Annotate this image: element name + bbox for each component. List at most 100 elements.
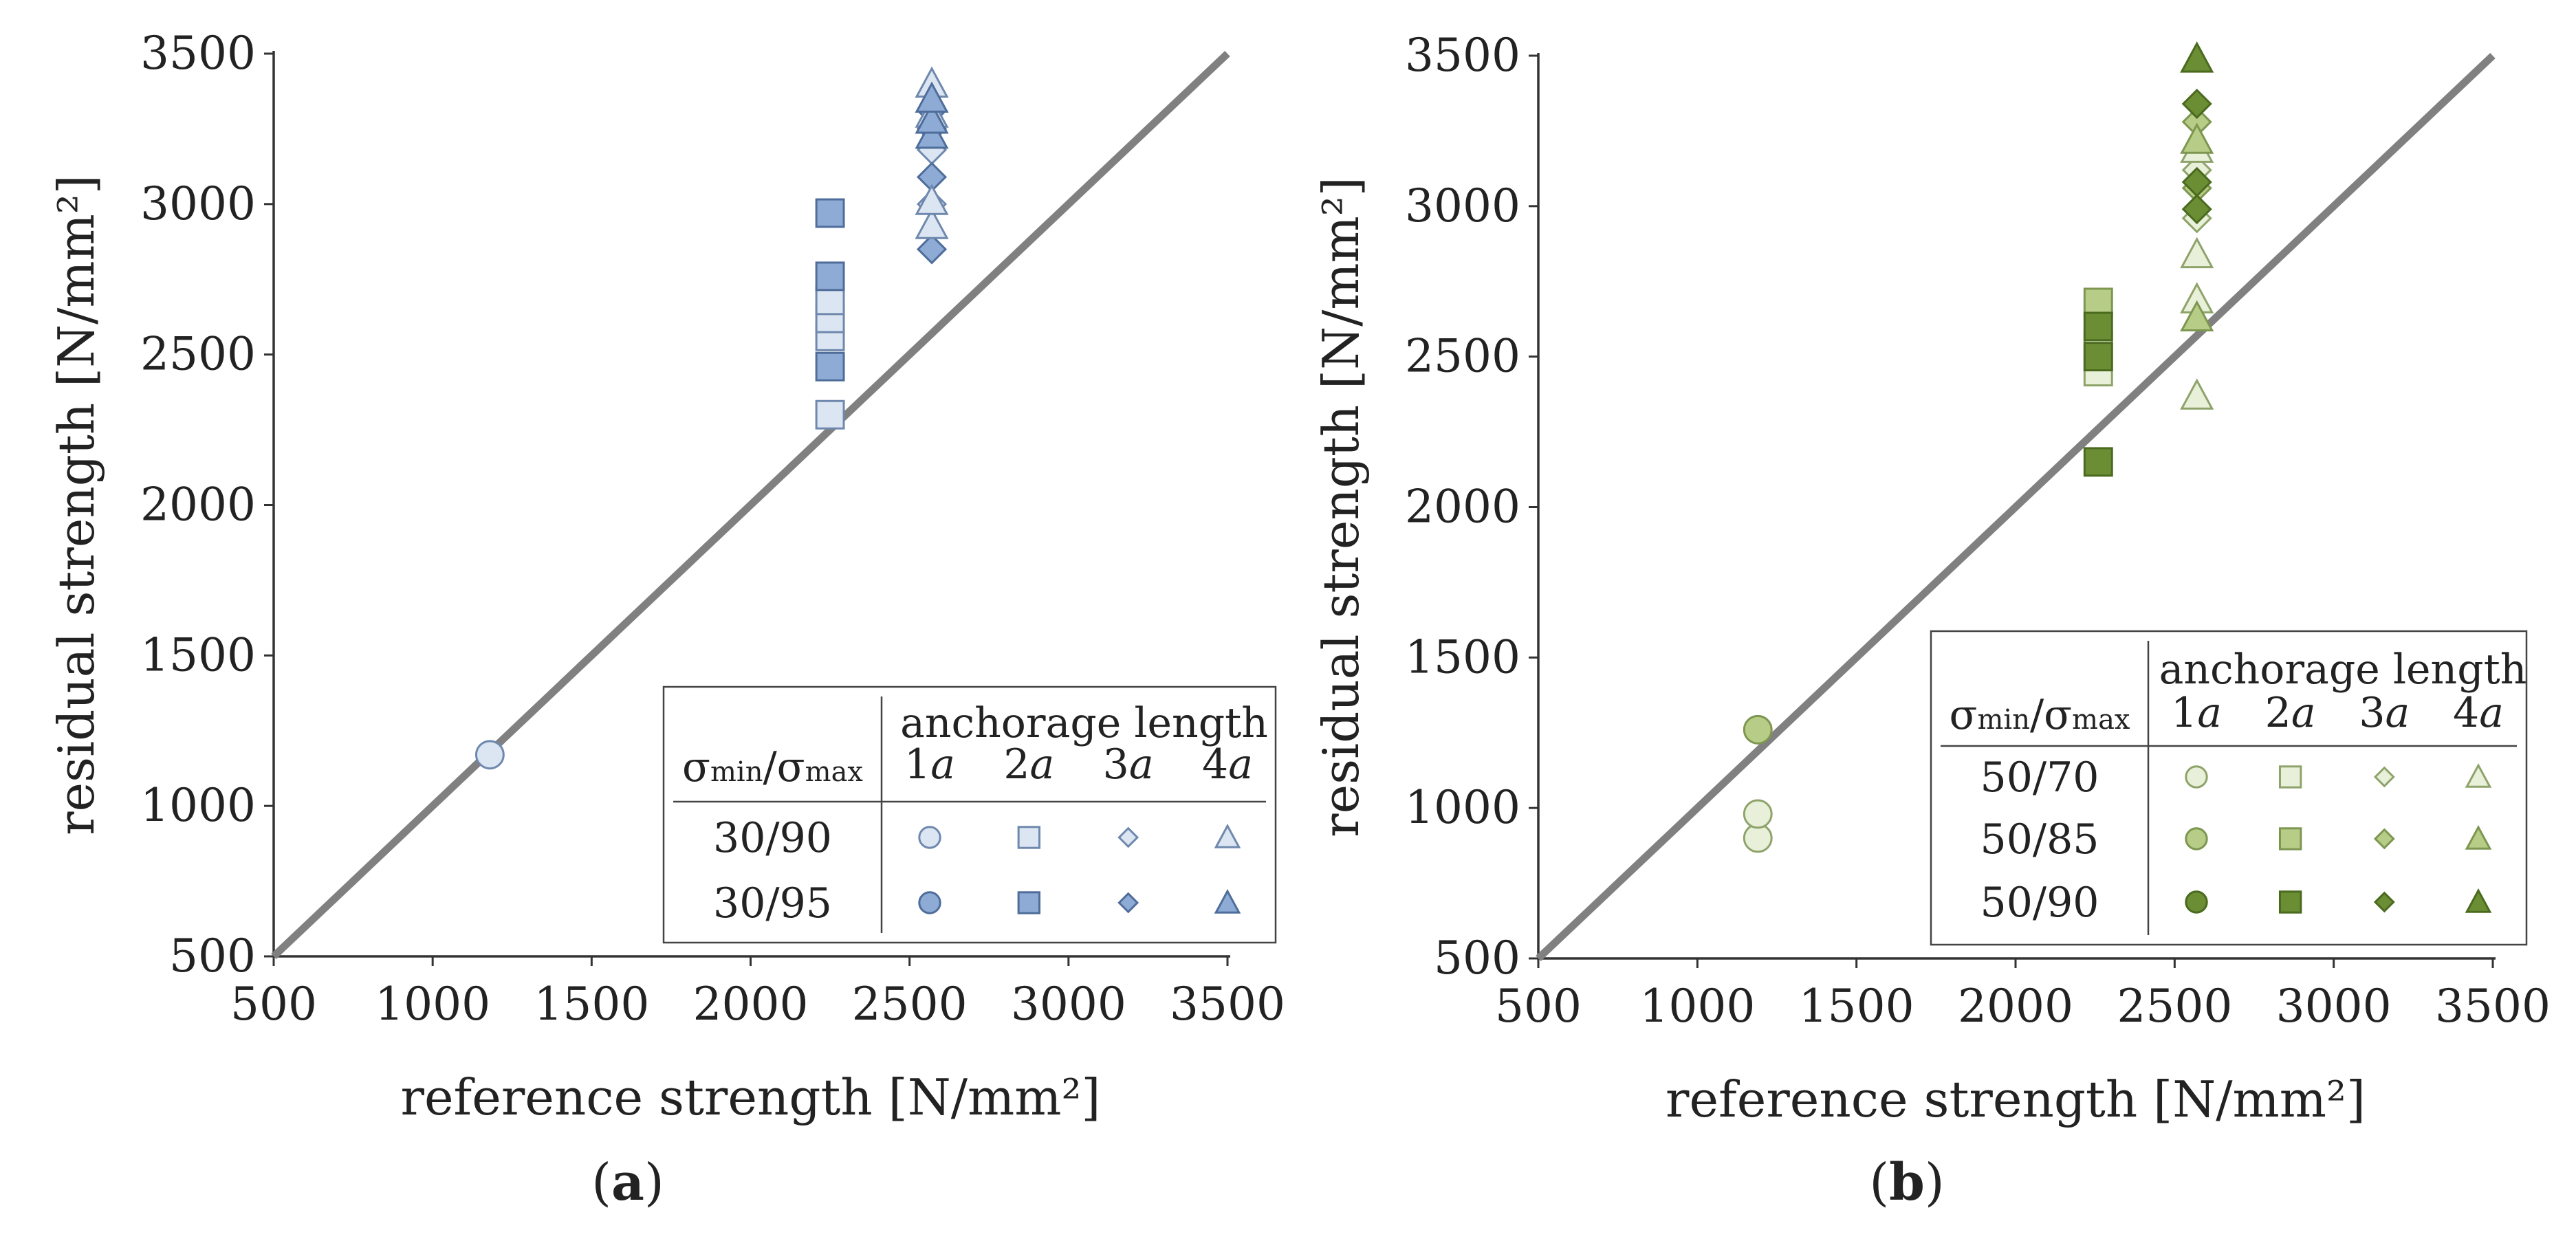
- data-point-circle: [1743, 799, 1773, 829]
- panel-label: (a): [591, 1153, 664, 1212]
- legend-ratio-label: σmin/σmax: [682, 743, 863, 791]
- legend-column-letter: a: [2197, 689, 2222, 737]
- legend-column-label: 1a: [904, 740, 955, 789]
- series-30-90-2a: [815, 285, 845, 430]
- ratio-label-part: σ: [777, 743, 805, 791]
- x-tick-label: 2500: [2117, 980, 2232, 1033]
- panel-label-close: ): [644, 1153, 664, 1212]
- reference-line: [271, 51, 1230, 959]
- data-point-diamond: [2181, 166, 2212, 197]
- ratio-label-part: σ: [2044, 691, 2072, 739]
- legend-marker-square: [2278, 890, 2302, 914]
- legend-marker-circle: [2185, 827, 2208, 850]
- y-tick-label: 3500: [140, 27, 256, 80]
- legend-column-letter: a: [1228, 740, 1253, 789]
- data-point-diamond: [916, 234, 948, 265]
- legend-column-number: 2: [1003, 740, 1029, 789]
- y-tick-label: 1000: [140, 779, 256, 832]
- legend-marker-circle: [918, 826, 941, 849]
- legend-marker-diamond: [2373, 766, 2395, 788]
- series-50-90-3a: [2181, 88, 2212, 225]
- legend-marker-circle: [2185, 890, 2208, 914]
- ratio-label-part: min: [710, 756, 763, 788]
- x-tick-label: 3000: [2276, 980, 2392, 1033]
- y-tick-label: 2500: [140, 328, 256, 381]
- series-30-95-2a: [815, 198, 845, 382]
- y-tick-label: 1000: [1405, 781, 1520, 834]
- legend-column-letter: a: [1030, 740, 1055, 789]
- legend-row-label: 30/90: [713, 814, 832, 862]
- legend-column-label: 4a: [1202, 740, 1253, 789]
- data-point-triangle: [2180, 41, 2214, 73]
- x-tick-label: 500: [230, 978, 317, 1031]
- legend-ratio-label: σmin/σmax: [1950, 691, 2130, 739]
- legend-marker-square: [1017, 891, 1041, 914]
- legend-box: [662, 685, 1277, 944]
- legend-column-letter: a: [1129, 740, 1154, 789]
- legend-marker-triangle: [1214, 889, 1241, 914]
- legend-column-number: 3: [2359, 689, 2385, 737]
- series-50-85-2a: [2083, 287, 2113, 318]
- y-tick-label: 3000: [140, 177, 256, 230]
- legend-column-number: 4: [2453, 689, 2479, 737]
- x-axis-label: reference strength [N/mm²]: [1666, 1070, 2366, 1128]
- legend-box: [1930, 630, 2528, 946]
- series-50-90-2a: [2083, 311, 2113, 477]
- legend-row-label: 30/95: [713, 879, 832, 927]
- ratio-label-part: max: [805, 756, 864, 788]
- panel-label-open: (: [591, 1153, 611, 1212]
- series-30-90-1a: [474, 740, 505, 770]
- series-50-90-4a: [2180, 41, 2214, 73]
- legend-column-label: 2a: [1003, 740, 1054, 789]
- legend-column-letter: a: [930, 740, 955, 789]
- panel-label: (b): [1869, 1153, 1945, 1212]
- y-tick-label: 2500: [1405, 330, 1520, 383]
- legend-row-label: 50/70: [1980, 754, 2099, 802]
- panel-label-letter: b: [1889, 1153, 1925, 1212]
- legend-marker-circle: [2185, 765, 2208, 789]
- x-tick-label: 1500: [534, 978, 649, 1031]
- ratio-label-part: σ: [682, 743, 710, 791]
- y-tick-label: 2000: [140, 479, 256, 531]
- data-point-triangle: [915, 81, 949, 113]
- y-tick-label: 500: [169, 930, 256, 982]
- data-point-diamond: [2181, 194, 2212, 225]
- data-point-triangle: [915, 102, 949, 134]
- legend-row-label: 50/85: [1980, 815, 2099, 864]
- series-50-70-1a: [1743, 799, 1773, 853]
- legend-column-number: 3: [1103, 740, 1129, 789]
- data-point-square: [2083, 311, 2113, 342]
- data-point-square: [2083, 342, 2113, 372]
- x-tick-label: 1000: [375, 978, 490, 1031]
- x-tick-label: 3500: [2435, 980, 2551, 1033]
- data-point-circle: [474, 740, 505, 770]
- legend-marker-triangle: [1214, 824, 1241, 848]
- y-axis-label: residual strength [N/mm²]: [47, 175, 105, 835]
- data-point-square: [815, 198, 845, 228]
- y-axis-label: residual strength [N/mm²]: [1312, 177, 1370, 837]
- x-tick-label: 2500: [852, 978, 968, 1031]
- data-point-square: [815, 351, 845, 382]
- series-50-85-4a: [2180, 122, 2214, 332]
- legend-row-label: 50/90: [1980, 879, 2099, 927]
- data-point-triangle: [2180, 122, 2214, 154]
- panel-label-close: ): [1925, 1153, 1945, 1212]
- legend-marker-diamond: [1117, 892, 1139, 914]
- y-tick-label: 1500: [1405, 630, 1520, 683]
- data-point-square: [815, 261, 845, 292]
- y-tick-label: 3500: [1405, 29, 1520, 82]
- x-tick-label: 2000: [693, 978, 809, 1031]
- legend-column-letter: a: [2291, 689, 2316, 737]
- series-50-85-1a: [1743, 714, 1773, 745]
- legend-marker-triangle: [2465, 825, 2492, 850]
- ratio-label-part: max: [2072, 704, 2130, 736]
- data-point-diamond: [2181, 88, 2212, 120]
- legend-marker-triangle: [2465, 888, 2492, 913]
- x-tick-label: 3000: [1011, 978, 1126, 1031]
- data-point-triangle: [2180, 378, 2214, 410]
- data-point-square: [815, 285, 845, 316]
- legend-column-label: 1a: [2171, 689, 2222, 737]
